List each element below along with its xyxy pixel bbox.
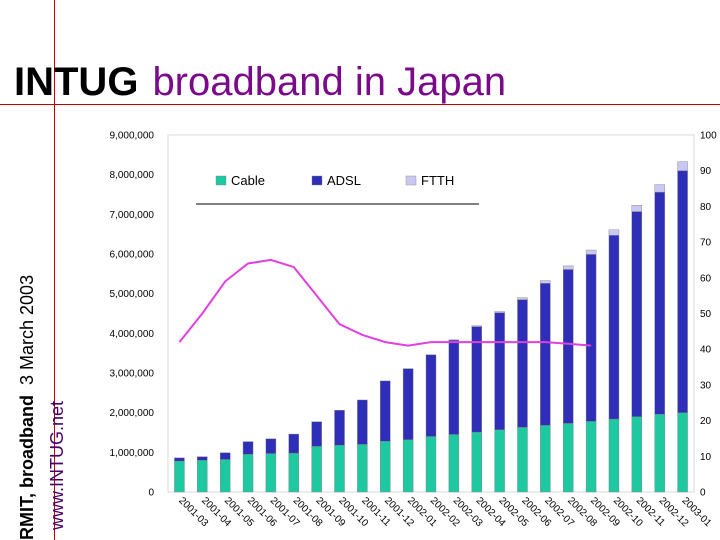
- bar-adsl: [448, 339, 460, 435]
- y2-tick-label: 50: [700, 309, 712, 320]
- y-tick-label: 3,000,000: [110, 369, 155, 380]
- title-rule-vertical: [54, 0, 55, 540]
- bar-cable: [608, 418, 620, 493]
- bar-ftth: [631, 205, 643, 212]
- bar-ftth: [677, 161, 688, 171]
- bar-cable: [448, 434, 460, 493]
- y-tick-label: 0: [148, 488, 154, 499]
- bar-adsl: [540, 283, 551, 426]
- legend-label-adsl: ADSL: [327, 173, 361, 188]
- bar-adsl: [585, 254, 597, 422]
- y-tick-label: 1,000,000: [110, 448, 155, 459]
- bar-adsl: [402, 368, 414, 440]
- bar-cable: [288, 452, 299, 493]
- bar-cable: [517, 427, 528, 493]
- bar-adsl: [677, 170, 688, 413]
- bar-cable: [563, 423, 574, 493]
- bar-adsl: [380, 380, 391, 442]
- bar-adsl: [563, 269, 574, 424]
- y2-tick-label: 100: [700, 131, 717, 142]
- bar-adsl: [242, 441, 254, 455]
- bar-adsl: [334, 410, 345, 446]
- bar-adsl: [494, 312, 505, 430]
- y2-tick-label: 10: [700, 452, 712, 463]
- bar-cable: [540, 425, 551, 493]
- y2-tick-label: 90: [700, 166, 712, 177]
- bar-cable: [654, 414, 665, 493]
- bar-cable: [334, 444, 345, 493]
- bar-cable: [219, 459, 231, 493]
- y-tick-label: 7,000,000: [110, 210, 155, 221]
- bar-adsl: [311, 421, 322, 447]
- bar-cable: [494, 429, 505, 493]
- bar-cable: [402, 439, 414, 493]
- share-line: [178, 258, 592, 347]
- title-bold: INTUG: [14, 60, 139, 104]
- bar-adsl: [425, 354, 437, 437]
- bar-ftth: [608, 229, 620, 236]
- y-tick-label: 8,000,000: [110, 170, 155, 181]
- bar-cable: [380, 441, 391, 493]
- y2-tick-label: 60: [700, 273, 712, 284]
- legend-swatch-cable: [215, 175, 227, 186]
- y2-tick-label: 0: [700, 488, 706, 499]
- y2-tick-label: 20: [700, 416, 712, 427]
- bar-cable: [425, 436, 437, 493]
- y-tick-label: 5,000,000: [110, 289, 155, 300]
- bar-ftth: [563, 265, 574, 270]
- legend-swatch-ftth: [405, 175, 417, 186]
- bar-cable: [197, 460, 208, 493]
- bar-adsl: [517, 299, 528, 428]
- bar-cable: [242, 454, 254, 493]
- y-tick-label: 6,000,000: [110, 250, 155, 261]
- legend-label-ftth: FTTH: [421, 173, 454, 188]
- bar-adsl: [631, 211, 643, 417]
- y2-tick-label: 70: [700, 238, 712, 249]
- bar-adsl: [197, 456, 208, 461]
- bar-cable: [677, 412, 688, 493]
- bar-adsl: [357, 399, 368, 445]
- bar-ftth: [494, 311, 505, 313]
- bar-ftth: [540, 280, 551, 284]
- y-tick-label: 2,000,000: [110, 408, 155, 419]
- bar-cable: [357, 444, 368, 493]
- bar-adsl: [288, 433, 299, 454]
- title-rest: broadband in Japan: [152, 60, 507, 104]
- bar-adsl: [219, 452, 231, 460]
- y2-tick-label: 80: [700, 202, 712, 213]
- legend-label-cable: Cable: [231, 173, 265, 188]
- bar-cable: [311, 446, 322, 493]
- y-tick-label: 4,000,000: [110, 329, 155, 340]
- legend-swatch-adsl: [311, 175, 323, 186]
- bar-ftth: [654, 184, 665, 193]
- bar-cable: [585, 421, 597, 493]
- bar-cable: [471, 431, 482, 493]
- bar-ftth: [517, 297, 528, 300]
- bar-adsl: [608, 235, 620, 420]
- bar-ftth: [585, 249, 597, 255]
- title-rule-horizontal: [0, 104, 720, 105]
- y2-tick-label: 40: [700, 345, 712, 356]
- y2-tick-label: 30: [700, 380, 712, 391]
- bar-ftth: [448, 339, 460, 341]
- bar-ftth: [471, 325, 482, 327]
- page-title: INTUG broadband in Japan: [14, 62, 506, 102]
- bar-cable: [631, 416, 643, 493]
- bar-cable: [174, 460, 185, 493]
- bar-adsl: [654, 191, 665, 415]
- y-tick-label: 9,000,000: [110, 131, 155, 142]
- bar-adsl: [174, 457, 185, 462]
- bar-adsl: [265, 438, 277, 454]
- bar-cable: [265, 453, 277, 493]
